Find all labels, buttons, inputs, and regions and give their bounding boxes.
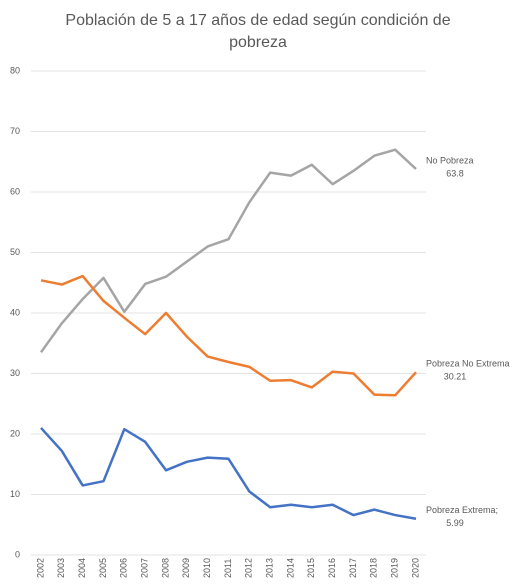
x-tick-label: 2018	[369, 558, 379, 578]
x-tick-label: 2003	[56, 558, 66, 578]
series-label: Pobreza No Extrema	[426, 359, 510, 369]
x-tick-label: 2013	[265, 558, 275, 578]
x-tick-label: 2006	[119, 558, 129, 578]
y-tick-label: 10	[10, 489, 20, 499]
x-tick-label: 2002	[35, 558, 45, 578]
x-tick-label: 2017	[348, 558, 358, 578]
series-label: No Pobreza	[426, 155, 474, 165]
value-label: 63.8	[446, 168, 464, 178]
series-line	[40, 274, 417, 397]
x-tick-label: 2020	[410, 558, 420, 578]
x-tick-label: 2004	[77, 558, 87, 578]
x-tick-label: 2019	[390, 558, 400, 578]
series-label: Pobreza Extrema;	[426, 505, 498, 515]
x-tick-label: 2011	[223, 559, 233, 578]
x-tick-label: 2010	[202, 558, 212, 578]
y-tick-label: 40	[10, 307, 20, 317]
series-line	[39, 148, 417, 354]
value-label: 30.21	[444, 372, 467, 382]
value-label: 5.99	[446, 518, 464, 528]
x-tick-label: 2008	[160, 558, 170, 578]
y-tick-label: 50	[10, 247, 20, 257]
y-tick-label: 70	[10, 126, 20, 136]
y-tick-label: 60	[10, 186, 20, 196]
chart-title: Población de 5 a 17 años de edad según c…	[65, 12, 451, 51]
x-tick-label: 2016	[327, 558, 337, 578]
x-tick-label: 2005	[98, 558, 108, 578]
x-tick-label: 2012	[244, 558, 254, 578]
series-line	[40, 427, 417, 520]
y-tick-label: 20	[10, 428, 20, 438]
x-tick-label: 2015	[306, 558, 316, 578]
y-tick-label: 30	[10, 368, 20, 378]
x-tick-label: 2009	[181, 558, 191, 578]
x-tick-label: 2007	[140, 558, 150, 578]
x-tick-label: 2014	[285, 558, 295, 578]
y-tick-label: 0	[15, 549, 20, 559]
y-tick-label: 80	[10, 65, 20, 75]
